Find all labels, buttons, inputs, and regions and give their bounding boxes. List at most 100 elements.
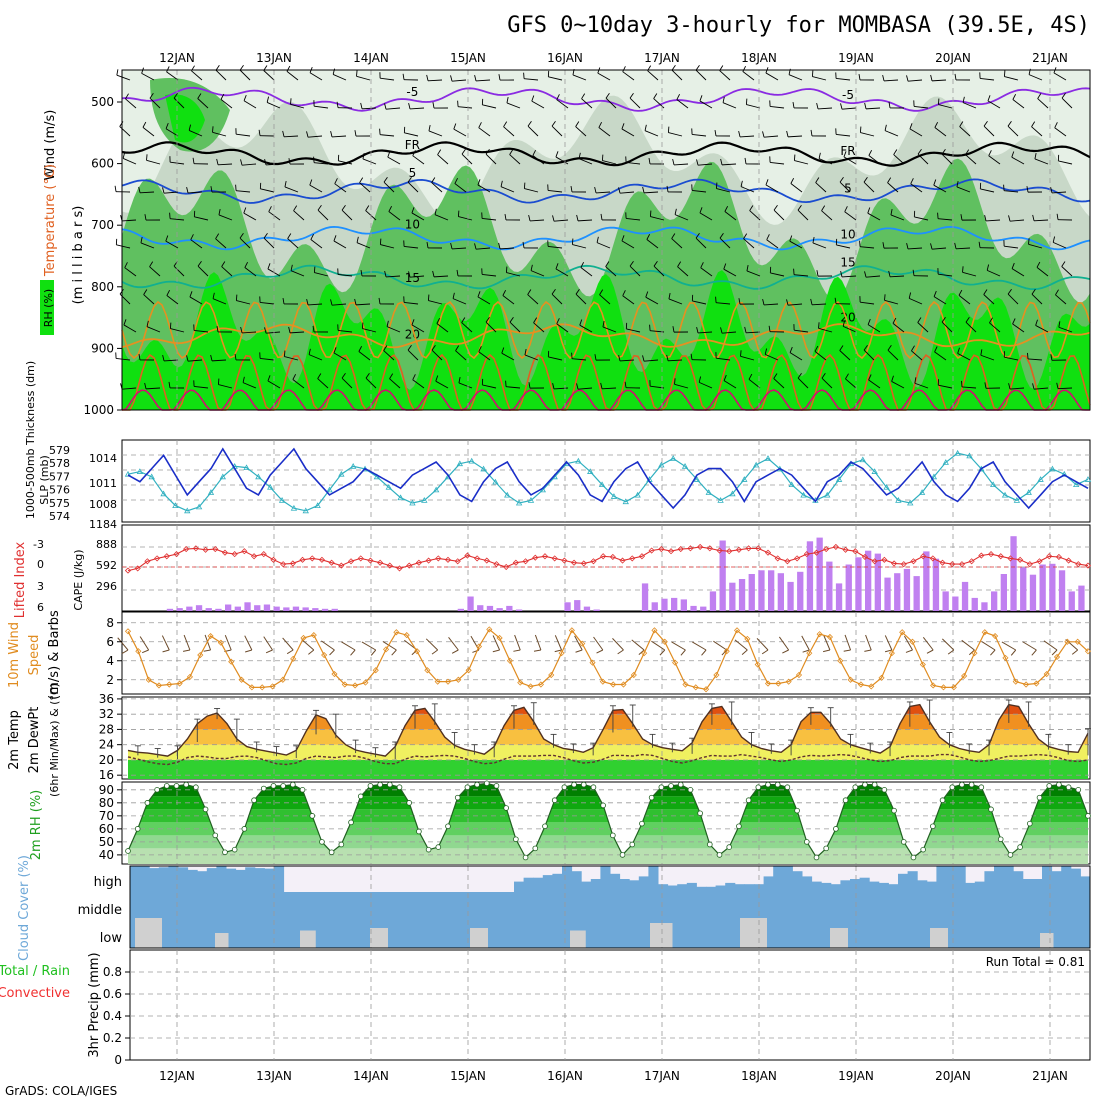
wind-marker	[444, 678, 452, 685]
wind-barb-flag	[474, 243, 477, 250]
wind-barb-flag	[453, 123, 457, 130]
top-date-label: 17JAN	[644, 51, 680, 65]
wind-barb-flag	[498, 242, 501, 249]
li-marker	[299, 556, 306, 563]
wind-barb-flag	[818, 152, 821, 159]
wind-barb-flag	[431, 649, 438, 655]
wind-barb-flag	[599, 289, 604, 295]
wind-barb-flag	[690, 353, 693, 360]
wind-barb-flag	[333, 235, 337, 242]
wind-barb-flag	[893, 149, 898, 155]
wind-barb	[986, 219, 1001, 222]
wind-marker	[785, 678, 792, 685]
rh-marker	[163, 783, 170, 789]
wind-barb-flag	[388, 206, 393, 212]
rh-marker	[454, 794, 461, 801]
wind-barb-flag	[378, 297, 381, 304]
li-marker	[1036, 558, 1043, 565]
wind-barb	[988, 155, 1001, 165]
wind-barb	[746, 270, 761, 277]
wind-marker	[692, 684, 699, 691]
wind-barb-flag	[821, 373, 826, 379]
wind-barb	[380, 77, 395, 81]
cloud-high-bar	[955, 866, 966, 892]
cloud-high-bar	[226, 868, 237, 892]
wind-barb-flag	[696, 159, 699, 166]
wind-barb-flag	[146, 154, 148, 161]
li-marker	[949, 561, 956, 568]
wind-barb-flag	[743, 233, 748, 239]
wind-barb	[713, 640, 727, 651]
li-marker	[202, 546, 209, 553]
wind-barb-flag	[330, 131, 333, 138]
wind-barb-flag	[594, 354, 597, 361]
rh-marker	[1085, 813, 1091, 819]
wind-marker	[651, 627, 658, 634]
thickness-marker	[741, 476, 748, 482]
cloud-high-bar	[850, 879, 861, 892]
wind-barb-flag	[989, 317, 993, 324]
wind-barb-flag	[749, 205, 754, 211]
wind-barb-flag	[258, 129, 261, 136]
rh-marker	[1075, 787, 1082, 793]
rh-marker	[513, 836, 519, 843]
wind-barb-flag	[242, 376, 245, 383]
wind-barb-flag	[987, 95, 991, 102]
wind-barb-flag	[941, 148, 946, 155]
wind-marker	[548, 671, 555, 679]
wind-barb	[844, 211, 857, 221]
wind-barb-flag	[906, 75, 909, 82]
wind-barb	[166, 295, 179, 305]
cloud-high-bar	[197, 871, 208, 892]
wind-barb	[1031, 293, 1043, 305]
wind-barb-flag	[189, 291, 193, 298]
wind-barb-flag	[868, 374, 872, 381]
thickness-marker	[515, 499, 523, 506]
li-marker	[861, 553, 869, 561]
wind-barb	[770, 272, 785, 277]
wind-barb	[699, 212, 713, 221]
wind-barb	[122, 219, 137, 222]
rh-marker	[338, 841, 345, 848]
wind-marker	[506, 657, 514, 664]
wind-barb	[116, 74, 131, 81]
wind-barb	[263, 70, 275, 81]
wind-barb	[887, 349, 899, 361]
wind-barb	[524, 354, 539, 361]
wind-barb	[1010, 219, 1025, 222]
rh-marker	[144, 800, 151, 806]
wind-barb-flag	[234, 353, 237, 360]
cloud-high-bar	[158, 867, 169, 892]
wind-marker	[981, 629, 988, 636]
wind-barb	[789, 240, 803, 249]
cloud-level-middle: middle	[78, 903, 122, 918]
wind-barb-flag	[906, 243, 909, 250]
thickness-marker	[764, 455, 772, 461]
cape-bar	[273, 606, 280, 611]
li-marker	[803, 551, 810, 558]
wind-barb	[908, 79, 923, 82]
cloud-high-bar	[792, 871, 803, 892]
li-marker	[154, 555, 161, 562]
upper-air-frame	[121, 69, 1091, 411]
wind-barb-flag	[816, 102, 819, 109]
wind-barb	[651, 640, 666, 651]
wind-barb-flag	[506, 96, 509, 104]
thickness-marker	[338, 470, 345, 477]
rh-marker	[202, 806, 209, 813]
cape-bar	[215, 608, 222, 611]
wind-barb	[671, 238, 683, 249]
wind-barb	[914, 216, 929, 221]
wind-barb	[938, 104, 953, 109]
wind-barb	[123, 324, 137, 333]
wind-barb	[454, 183, 467, 193]
wind-barb-flag	[1050, 187, 1053, 194]
wind-barb-flag	[1011, 262, 1015, 269]
wind-barb	[458, 106, 473, 109]
top-date-label: 12JAN	[159, 51, 195, 65]
wind-barb	[721, 163, 737, 166]
wind-barb	[314, 105, 329, 109]
li-marker	[890, 560, 898, 567]
rh-marker	[900, 839, 907, 845]
wind-barb-flag	[504, 213, 507, 221]
